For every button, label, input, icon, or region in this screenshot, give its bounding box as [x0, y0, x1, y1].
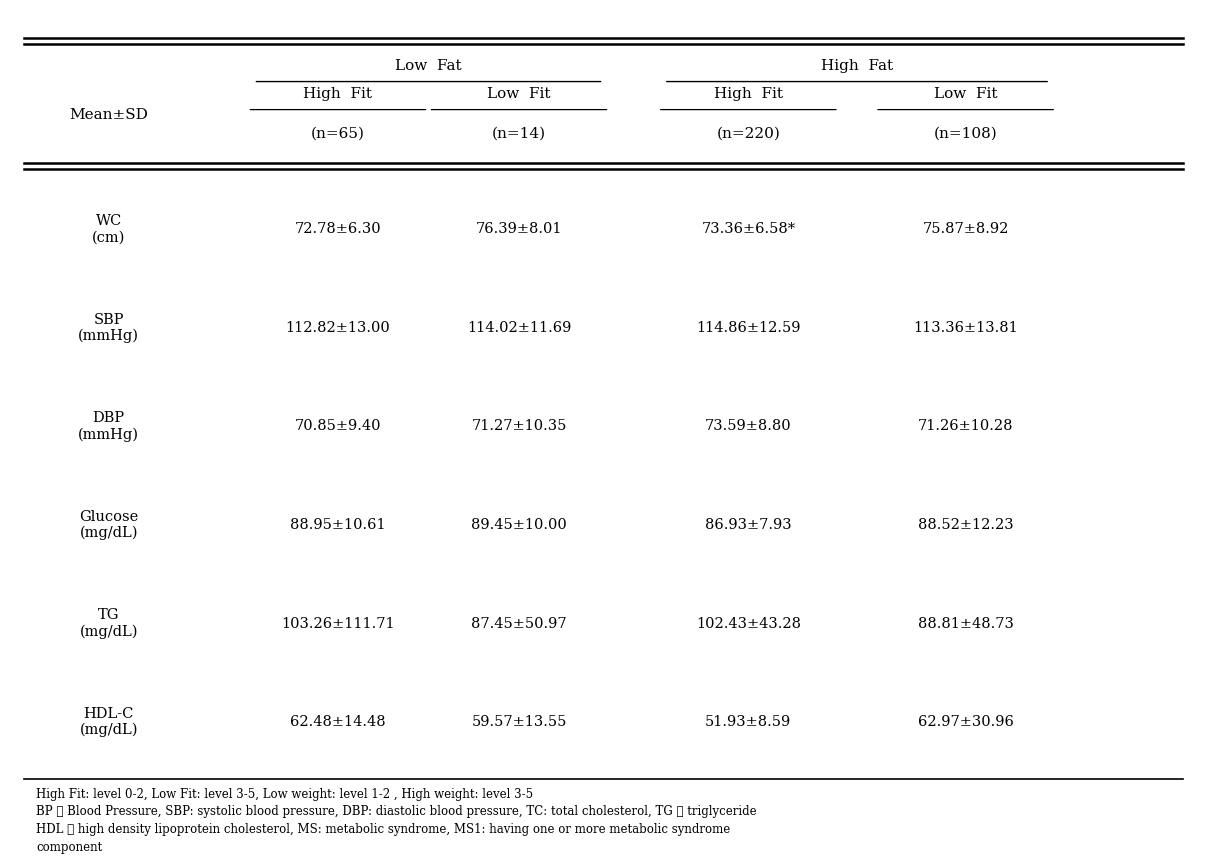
Text: 70.85±9.40: 70.85±9.40 [295, 419, 381, 433]
Text: High  Fit: High Fit [303, 87, 373, 101]
Text: 89.45±10.00: 89.45±10.00 [471, 518, 567, 532]
Text: Mean±SD: Mean±SD [69, 108, 148, 122]
Text: 102.43±43.28: 102.43±43.28 [696, 616, 800, 631]
Text: 88.95±10.61: 88.95±10.61 [290, 518, 386, 532]
Text: Low  Fit: Low Fit [934, 87, 997, 101]
Text: 114.86±12.59: 114.86±12.59 [696, 321, 800, 335]
Text: (n=108): (n=108) [934, 127, 997, 140]
Text: 59.57±13.55: 59.57±13.55 [471, 715, 567, 729]
Text: TG
(mg/dL): TG (mg/dL) [80, 609, 138, 639]
Text: 51.93±8.59: 51.93±8.59 [705, 715, 792, 729]
Text: 112.82±13.00: 112.82±13.00 [286, 321, 390, 335]
Text: 88.81±48.73: 88.81±48.73 [917, 616, 1014, 631]
Text: SBP
(mmHg): SBP (mmHg) [78, 312, 139, 343]
Text: WC
(cm): WC (cm) [92, 214, 126, 245]
Text: (n=65): (n=65) [311, 127, 365, 140]
Text: High Fit: level 0-2, Low Fit: level 3-5, Low weight: level 1-2 , High weight: le: High Fit: level 0-2, Low Fit: level 3-5,… [36, 788, 533, 800]
Text: 73.36±6.58*: 73.36±6.58* [701, 223, 795, 236]
Text: component: component [36, 841, 103, 854]
Text: DBP
(mmHg): DBP (mmHg) [78, 411, 139, 442]
Text: Glucose
(mg/dL): Glucose (mg/dL) [78, 509, 139, 540]
Text: HDL ： high density lipoprotein cholesterol, MS: metabolic syndrome, MS1: having : HDL ： high density lipoprotein cholester… [36, 823, 730, 836]
Text: 62.97±30.96: 62.97±30.96 [917, 715, 1014, 729]
Text: 73.59±8.80: 73.59±8.80 [705, 419, 792, 433]
Text: High  Fat: High Fat [821, 59, 893, 74]
Text: 86.93±7.93: 86.93±7.93 [705, 518, 792, 532]
Text: 72.78±6.30: 72.78±6.30 [295, 223, 381, 236]
Text: 113.36±13.81: 113.36±13.81 [914, 321, 1018, 335]
Text: 76.39±8.01: 76.39±8.01 [476, 223, 562, 236]
Text: 62.48±14.48: 62.48±14.48 [290, 715, 386, 729]
Text: 114.02±11.69: 114.02±11.69 [467, 321, 571, 335]
Text: 71.27±10.35: 71.27±10.35 [471, 419, 567, 433]
Text: 87.45±50.97: 87.45±50.97 [471, 616, 567, 631]
Text: (n=220): (n=220) [717, 127, 780, 140]
Text: (n=14): (n=14) [492, 127, 546, 140]
Text: 88.52±12.23: 88.52±12.23 [917, 518, 1014, 532]
Text: Low  Fat: Low Fat [395, 59, 462, 74]
Text: Low  Fit: Low Fit [488, 87, 550, 101]
Text: BP ： Blood Pressure, SBP: systolic blood pressure, DBP: diastolic blood pressure: BP ： Blood Pressure, SBP: systolic blood… [36, 805, 757, 818]
Text: HDL-C
(mg/dL): HDL-C (mg/dL) [80, 707, 138, 738]
Text: 75.87±8.92: 75.87±8.92 [922, 223, 1009, 236]
Text: 103.26±111.71: 103.26±111.71 [281, 616, 395, 631]
Text: High  Fit: High Fit [713, 87, 783, 101]
Text: 71.26±10.28: 71.26±10.28 [917, 419, 1014, 433]
